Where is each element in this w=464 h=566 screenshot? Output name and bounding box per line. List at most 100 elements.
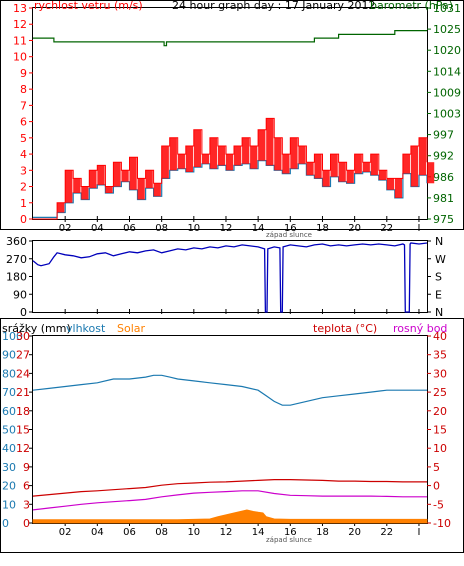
gust-bar [177, 154, 185, 169]
baro-y-tick-label: 1003 [433, 108, 461, 121]
gust-bar [298, 145, 306, 164]
wind-x-tick-label: 16 [284, 223, 297, 234]
gust-bar [322, 170, 330, 187]
precip-y-tick-label: 15 [16, 424, 30, 437]
wind-x-tick-label: I [417, 223, 420, 234]
gust-bar [209, 137, 218, 169]
temp-y-tick-label: 0 [433, 480, 440, 493]
wind-y-tick-label: 9 [20, 67, 27, 80]
gust-bar [81, 186, 89, 200]
temp-x-tick-label: 04 [91, 527, 104, 538]
gust-bar [73, 178, 81, 194]
gust-bar [394, 178, 403, 198]
gust-bar [217, 145, 226, 166]
wind-x-tick-label: 04 [91, 223, 104, 234]
temp-chart-frame [32, 335, 428, 524]
humidity-y-tick-label: 70 [2, 386, 16, 399]
temp-y-tick-label: -5 [433, 498, 444, 511]
chart-title: 24 hour graph day : 17 January 2012 [172, 0, 376, 12]
humidity-series-line [32, 374, 427, 406]
wind-y-tick-label: 3 [20, 164, 27, 177]
wind-y-tick-label: 13 [13, 2, 27, 15]
temp-x-tick-label: 22 [380, 527, 393, 538]
wind-y-tick-label: 0 [20, 213, 27, 226]
humidity-y-tick-label: 80 [2, 367, 16, 380]
wind-x-tick-label: 02 [59, 223, 72, 234]
temp-x-tick-label: 08 [155, 527, 168, 538]
gust-bar [89, 170, 97, 189]
wind-x-tick-label: 08 [155, 223, 168, 234]
wind-x-tick-label: 06 [123, 223, 136, 234]
humidity-legend: vlhkost [66, 322, 106, 335]
temp-x-tick-label: 12 [220, 527, 233, 538]
gust-bar [346, 170, 354, 184]
compass-tick-label: W [435, 253, 446, 266]
baro-y-tick-label: 1014 [433, 65, 461, 78]
temp-x-tick-label: I [417, 527, 420, 538]
gust-bar [201, 154, 210, 164]
temp-y-tick-label: -10 [433, 517, 451, 530]
gust-bar [153, 183, 161, 197]
precip-y-tick-label: 6 [23, 480, 30, 493]
gust-bar [169, 137, 177, 171]
wind-y-tick-label: 8 [20, 83, 27, 96]
gust-bar [65, 170, 73, 203]
precip-y-tick-label: 24 [16, 367, 30, 380]
gust-bar [418, 137, 427, 176]
gust-bar [282, 154, 290, 174]
gust-bar [113, 162, 121, 187]
precip-y-tick-label: 12 [16, 442, 30, 455]
dir-y-tick-label: 270 [6, 253, 27, 266]
direction-series-line [32, 242, 428, 313]
dir-y-tick-label: 180 [6, 271, 27, 284]
temp-x-tick-label: 14 [252, 527, 265, 538]
temp-y-tick-label: 15 [433, 424, 447, 437]
wind-y-tick-label: 1 [20, 197, 27, 210]
temp-x-tick-label: 16 [284, 527, 297, 538]
dir-y-tick-label: 360 [6, 235, 27, 248]
gust-bar [242, 137, 250, 164]
wind-y-tick-label: 2 [20, 181, 27, 194]
humidity-y-tick-label: 60 [2, 405, 16, 418]
temperature-legend: teplota (°C) [313, 322, 377, 335]
precip-legend: srážky (mm) [2, 322, 71, 335]
gust-bar [121, 170, 129, 182]
gust-bar [362, 162, 370, 172]
gust-bar [427, 162, 435, 184]
compass-tick-label: E [435, 288, 442, 301]
temp-x-tick-label: 02 [59, 527, 72, 538]
precip-y-tick-label: 27 [16, 349, 30, 362]
gust-bar [145, 170, 153, 189]
gust-bar [354, 154, 362, 174]
baro-y-tick-label: 997 [433, 129, 454, 142]
temp-x-tick-label: 10 [187, 527, 200, 538]
wind-x-tick-label: 18 [316, 223, 329, 234]
temp-y-tick-label: 25 [433, 386, 447, 399]
temp-y-tick-label: 30 [433, 367, 447, 380]
gust-bar [306, 162, 314, 176]
direction-chart-frame [32, 240, 428, 313]
solar-series-area [32, 509, 428, 524]
humidity-y-tick-label: 10 [2, 498, 16, 511]
baro-y-tick-label: 1025 [433, 23, 461, 36]
wind-y-tick-label: 5 [20, 132, 27, 145]
dewpoint-legend: rosný bod [393, 322, 447, 335]
wind-axis-title: rychlost vetru (m/s) [34, 0, 143, 12]
gust-bar [193, 129, 202, 168]
gust-bar [378, 170, 386, 181]
baro-y-tick-label: 1009 [433, 86, 461, 99]
gust-bar [97, 165, 105, 185]
temp-y-tick-label: 35 [433, 349, 447, 362]
barometer-axis-title: barometr (hPa) [370, 0, 453, 12]
gust-bar [105, 186, 113, 194]
dir-y-tick-label: 90 [13, 288, 27, 301]
barometer-series-line [33, 30, 427, 47]
humidity-y-tick-label: 30 [2, 461, 16, 474]
sunset-label-top: západ slunce [266, 231, 312, 239]
baro-y-tick-label: 986 [433, 171, 454, 184]
gust-bar [161, 145, 169, 179]
gust-series-line [33, 117, 428, 220]
baro-y-tick-label: 1031 [433, 2, 461, 15]
temp-y-tick-label: 40 [433, 330, 447, 343]
